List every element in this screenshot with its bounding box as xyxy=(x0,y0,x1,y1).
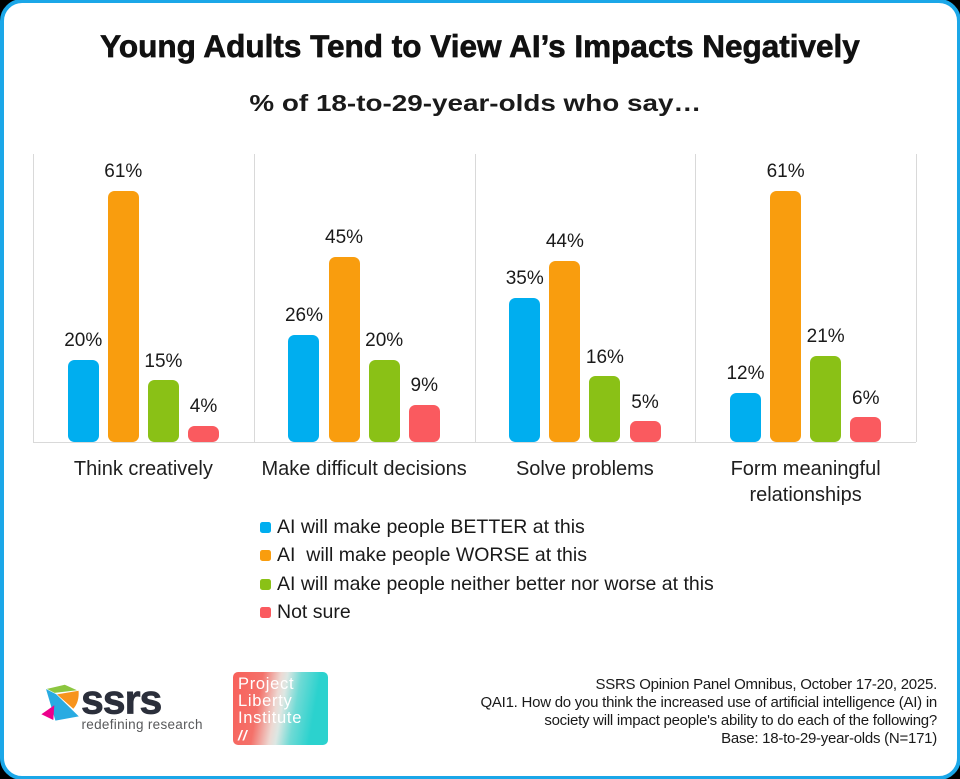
svg-text:ssrs: ssrs xyxy=(81,677,162,723)
svg-text:redefining research: redefining research xyxy=(82,717,203,732)
